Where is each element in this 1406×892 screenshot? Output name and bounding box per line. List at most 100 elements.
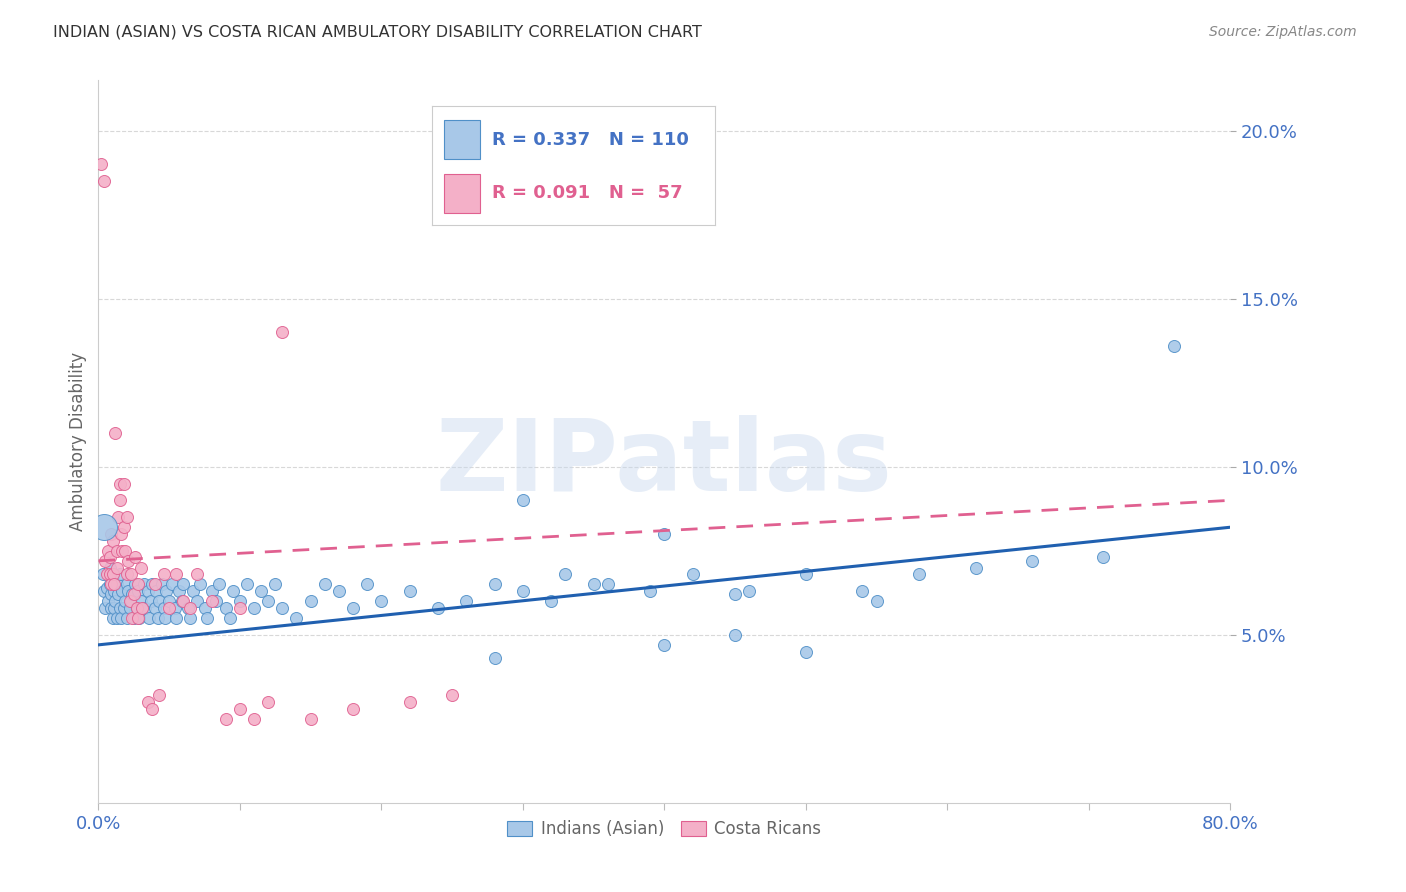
Point: [1021, 554, 1043, 568]
Point: [100, 600, 122, 615]
Point: [129, 560, 152, 574]
Point: [186, 594, 208, 608]
Point: [110, 611, 132, 625]
Point: [117, 554, 139, 568]
Point: [117, 584, 139, 599]
Point: [215, 600, 238, 615]
Point: [120, 594, 142, 608]
Point: [127, 577, 149, 591]
Point: [908, 567, 931, 582]
Point: [243, 600, 266, 615]
Point: [96, 581, 118, 595]
Point: [134, 600, 156, 615]
Point: [114, 543, 136, 558]
Point: [540, 594, 562, 608]
Point: [370, 594, 392, 608]
Point: [172, 577, 194, 591]
Point: [120, 567, 142, 582]
Point: [108, 493, 131, 508]
Point: [98, 560, 121, 574]
Point: [965, 560, 987, 574]
Point: [94, 600, 117, 615]
Point: [188, 577, 211, 591]
Point: [136, 584, 159, 599]
Point: [794, 644, 817, 658]
Point: [94, 554, 117, 568]
Point: [229, 594, 252, 608]
Point: [101, 567, 124, 582]
Point: [851, 584, 873, 599]
Point: [131, 600, 153, 615]
Point: [104, 594, 127, 608]
Point: [150, 577, 173, 591]
Point: [314, 577, 336, 591]
Point: [115, 611, 138, 625]
Point: [138, 611, 160, 625]
Point: [157, 594, 180, 608]
Point: [128, 611, 150, 625]
Point: [136, 695, 159, 709]
Point: [98, 577, 121, 591]
Point: [160, 577, 183, 591]
Point: [865, 594, 887, 608]
Point: [195, 611, 218, 625]
Point: [112, 600, 135, 615]
Point: [111, 584, 134, 599]
Legend: Indians (Asian), Costa Ricans: Indians (Asian), Costa Ricans: [501, 814, 828, 845]
Point: [724, 628, 747, 642]
Point: [215, 712, 238, 726]
Point: [93, 174, 115, 188]
Point: [108, 567, 131, 582]
Point: [172, 594, 194, 608]
Point: [132, 577, 155, 591]
Point: [1091, 550, 1114, 565]
Point: [112, 520, 135, 534]
Point: [257, 594, 280, 608]
Point: [682, 567, 704, 582]
Point: [250, 584, 273, 599]
Point: [104, 426, 127, 441]
Point: [121, 611, 143, 625]
Point: [299, 712, 322, 726]
Point: [127, 611, 149, 625]
Point: [427, 600, 450, 615]
Point: [342, 702, 364, 716]
Point: [101, 611, 124, 625]
Point: [139, 594, 162, 608]
Point: [122, 611, 145, 625]
Point: [125, 600, 148, 615]
Point: [596, 577, 619, 591]
Point: [98, 550, 121, 565]
Point: [257, 695, 280, 709]
Point: [484, 577, 506, 591]
Point: [271, 326, 294, 340]
Point: [243, 712, 266, 726]
Point: [141, 577, 163, 591]
Point: [179, 600, 201, 615]
Point: [229, 702, 252, 716]
Point: [146, 611, 169, 625]
Y-axis label: Ambulatory Disability: Ambulatory Disability: [69, 352, 87, 531]
Point: [148, 688, 170, 702]
Point: [124, 550, 146, 565]
Point: [152, 600, 174, 615]
Point: [121, 587, 143, 601]
Text: ZIPatlas: ZIPatlas: [436, 415, 893, 512]
Point: [143, 577, 166, 591]
Point: [98, 567, 121, 582]
Point: [90, 157, 112, 171]
Point: [115, 577, 138, 591]
Point: [484, 651, 506, 665]
Point: [170, 594, 193, 608]
Point: [129, 594, 152, 608]
Point: [738, 584, 761, 599]
Point: [114, 594, 136, 608]
Point: [118, 600, 141, 615]
Point: [229, 600, 252, 615]
Point: [638, 584, 661, 599]
Point: [108, 476, 131, 491]
Point: [105, 543, 128, 558]
Point: [97, 543, 120, 558]
Point: [105, 611, 128, 625]
Point: [112, 476, 135, 491]
